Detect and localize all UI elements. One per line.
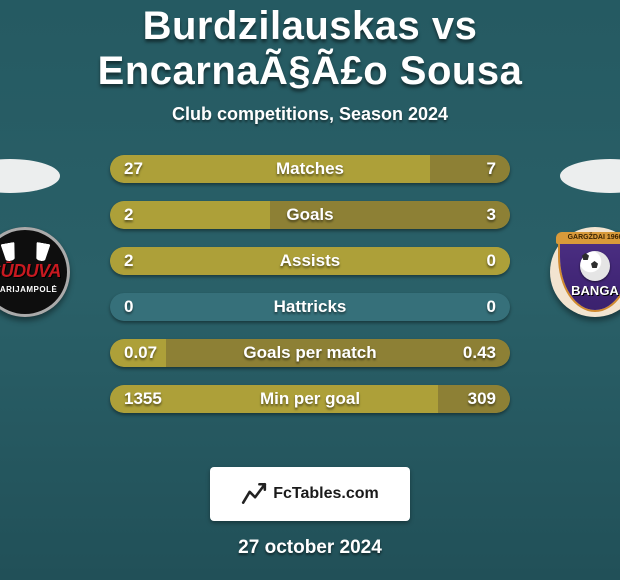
- bar-fill-right: [270, 201, 510, 229]
- stat-value-left: 2: [124, 247, 133, 275]
- bar-fill-left: [110, 155, 430, 183]
- crest-right-name: BANGA: [550, 283, 620, 298]
- brand-badge: FcTables.com: [210, 467, 410, 521]
- crest-left-subtext: MARIJAMPOLĖ: [0, 285, 70, 294]
- stat-bars: 27Matches7 2Goals3 2Assists0 0Hattricks0 0.0…: [110, 155, 510, 431]
- stat-value-left: 1355: [124, 385, 162, 413]
- stat-bar: 2Assists0: [110, 247, 510, 275]
- stat-value-right: 0.43: [463, 339, 496, 367]
- bar-fill-right: [166, 339, 510, 367]
- stat-value-left: 0.07: [124, 339, 157, 367]
- club-crest-left: SŪDUVA MARIJAMPOLĖ: [0, 227, 70, 317]
- stat-value-right: 309: [468, 385, 496, 413]
- player-oval-right: [560, 159, 620, 193]
- stat-value-right: 0: [487, 293, 496, 321]
- stat-value-left: 27: [124, 155, 143, 183]
- stat-value-left: 0: [124, 293, 133, 321]
- brand-label: FcTables.com: [273, 485, 379, 503]
- date-text: 27 october 2024: [0, 537, 620, 559]
- page-title: Burdzilauskas vs EncarnaÃ§Ã£o Sousa: [0, 4, 620, 94]
- comparison-stage: SŪDUVA MARIJAMPOLĖ GARGŽDAI 1966 BANGA 2…: [0, 155, 620, 455]
- bar-track: [110, 293, 510, 321]
- stat-bar: 2Goals3: [110, 201, 510, 229]
- stat-value-left: 2: [124, 201, 133, 229]
- chart-line-icon: [241, 481, 267, 507]
- stat-value-right: 0: [487, 247, 496, 275]
- ball-icon: [580, 251, 610, 281]
- bar-fill-right: [430, 155, 510, 183]
- stat-bar: 27Matches7: [110, 155, 510, 183]
- player-oval-left: [0, 159, 60, 193]
- page-subtitle: Club competitions, Season 2024: [0, 104, 620, 125]
- club-crest-right: GARGŽDAI 1966 BANGA: [550, 227, 620, 317]
- bar-fill-left: [110, 247, 510, 275]
- stat-bar: 1355Min per goal309: [110, 385, 510, 413]
- stat-bar: 0Hattricks0: [110, 293, 510, 321]
- crest-left-name: SŪDUVA: [0, 261, 70, 282]
- stat-value-right: 3: [487, 201, 496, 229]
- stat-bar: 0.07Goals per match0.43: [110, 339, 510, 367]
- bar-fill-left: [110, 201, 270, 229]
- crest-right-banner: GARGŽDAI 1966: [556, 232, 620, 244]
- stat-value-right: 7: [487, 155, 496, 183]
